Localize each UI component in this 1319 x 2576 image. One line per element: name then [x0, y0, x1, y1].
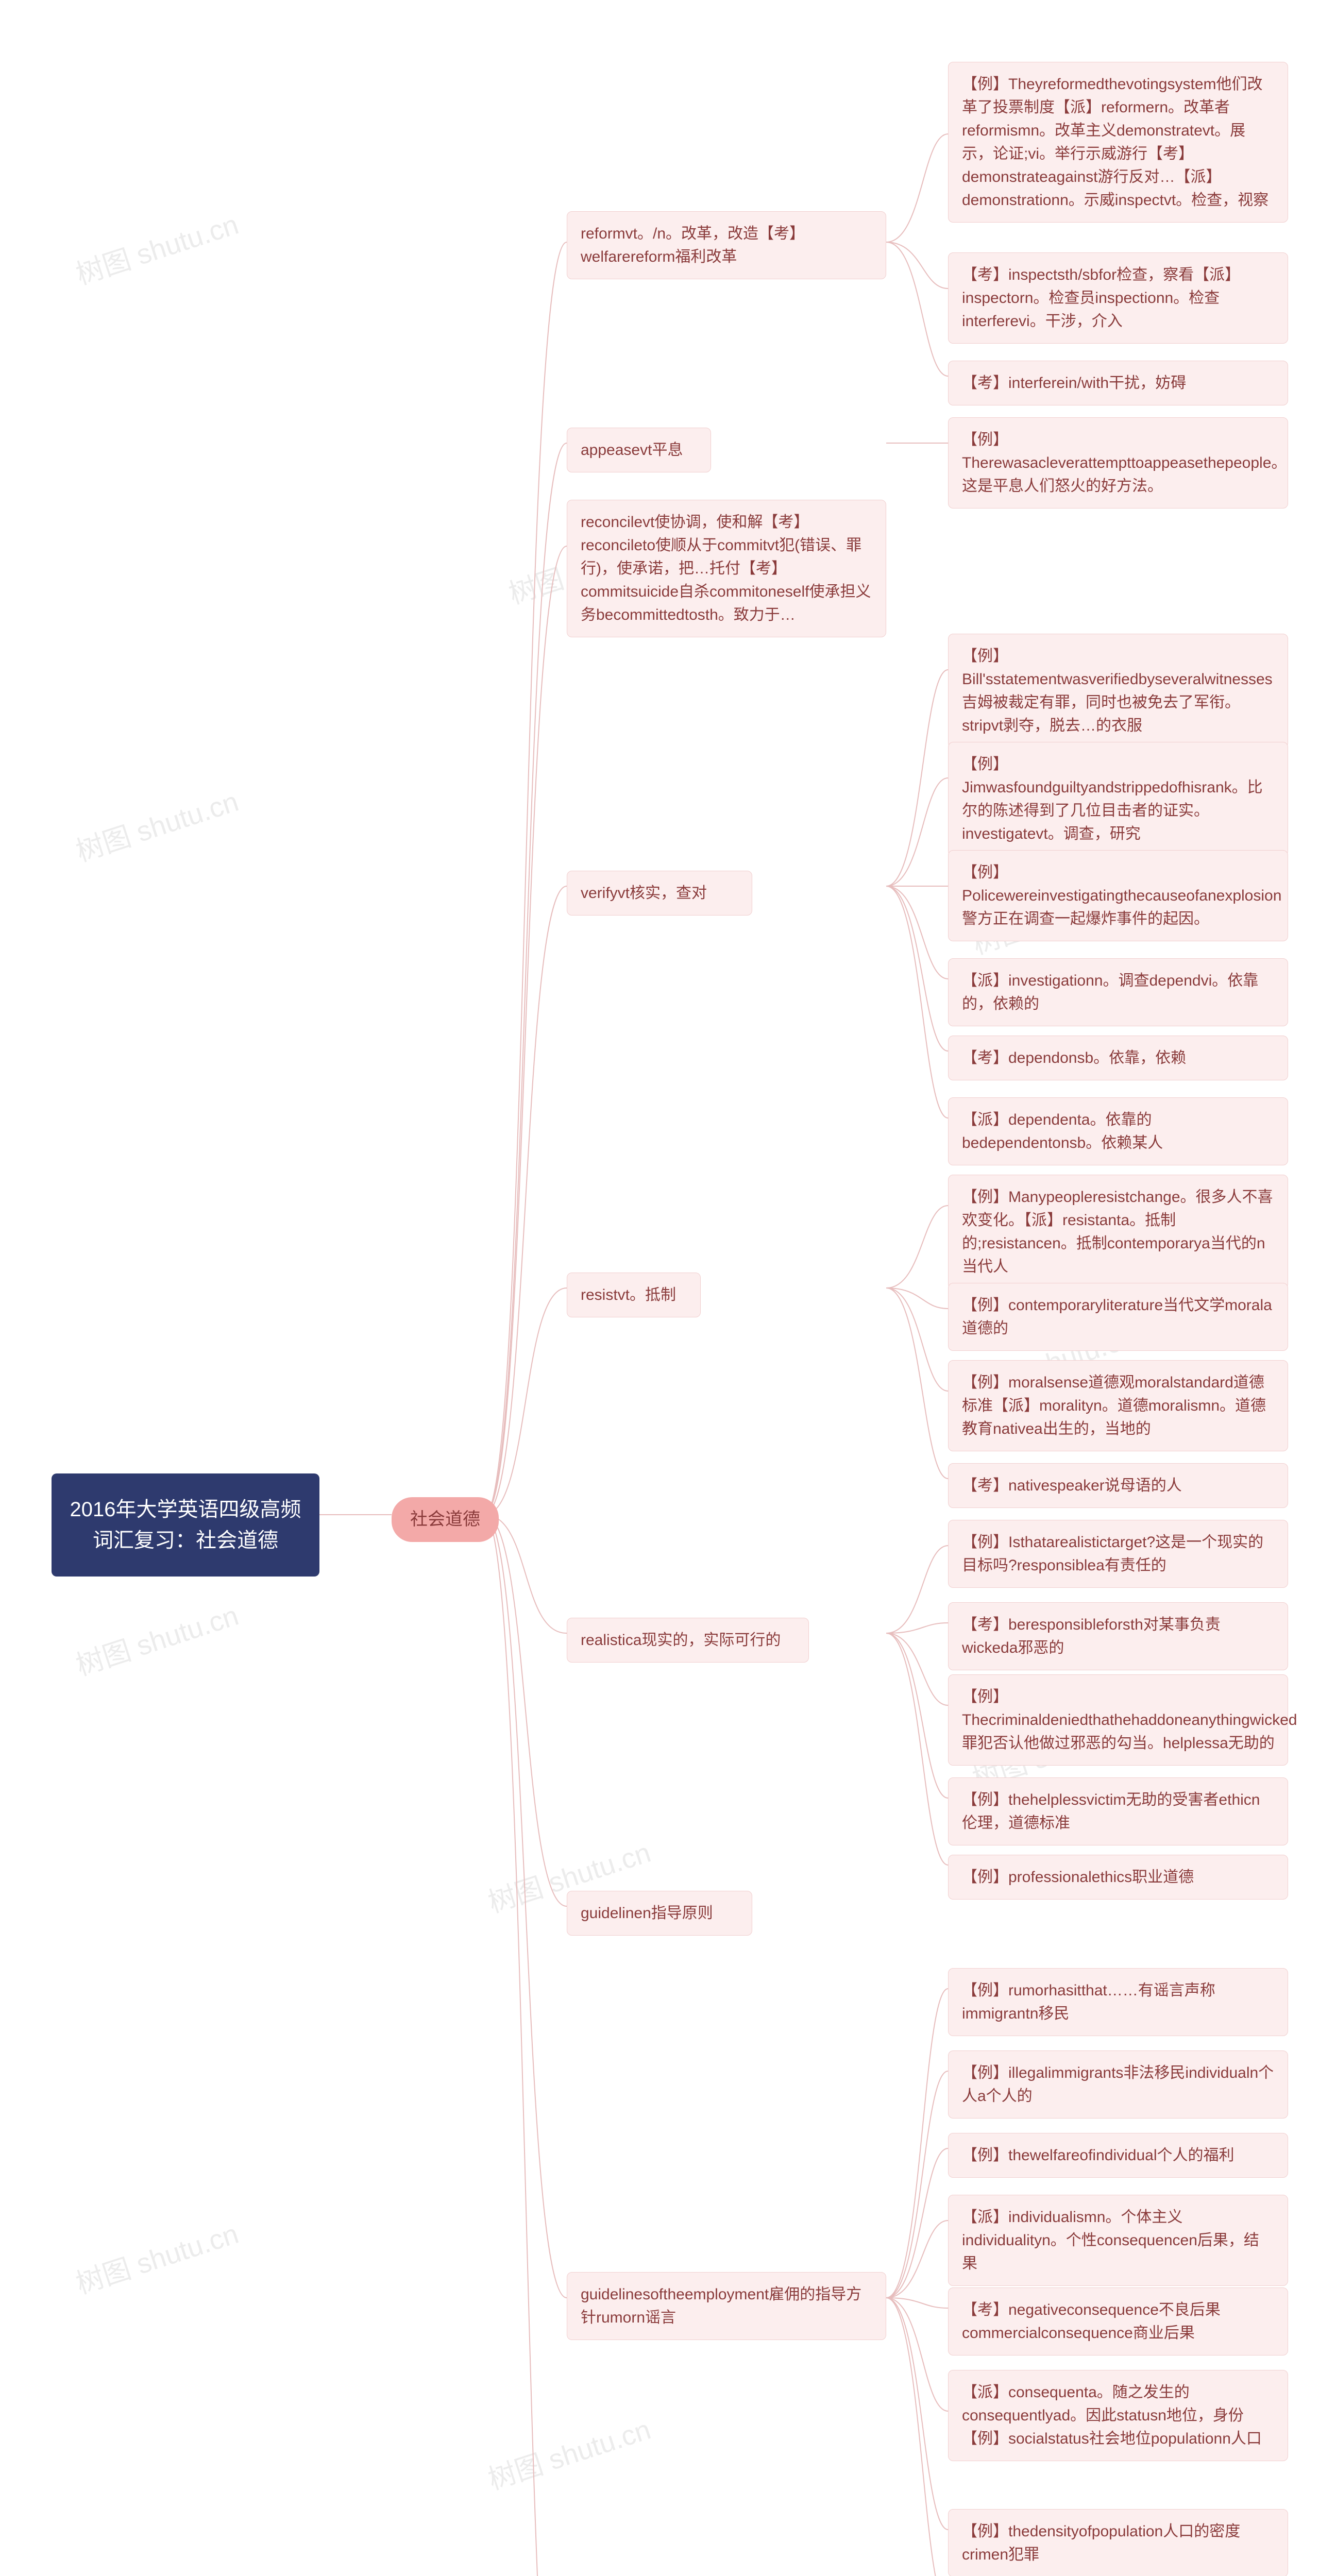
leaf-node[interactable]: 【考】beresponsibleforsth对某事负责wickeda邪恶的 — [948, 1602, 1288, 1670]
watermark: 树图 shutu.cn — [70, 1592, 243, 1683]
leaf-node[interactable]: 【例】thedensityofpopulation人口的密度crimen犯罪 — [948, 2509, 1288, 2576]
leaf-node[interactable]: 【例】Thecriminaldeniedthathehaddoneanythin… — [948, 1674, 1288, 1766]
mindmap-canvas: 树图 shutu.cn 树图 shutu.cn 树图 shutu.cn 树图 s… — [0, 0, 1319, 2576]
leaf-node[interactable]: 【例】Bill'sstatementwasverifiedbyseveralwi… — [948, 634, 1288, 748]
watermark: 树图 shutu.cn — [70, 201, 243, 292]
watermark: 树图 shutu.cn — [70, 778, 243, 869]
root-node[interactable]: 2016年大学英语四级高频词汇复习：社会道德 — [52, 1473, 319, 1577]
leaf-node[interactable]: 【考】dependonsb。依靠，依赖 — [948, 1036, 1288, 1080]
leaf-node[interactable]: 【派】consequenta。随之发生的consequentlyad。因此sta… — [948, 2370, 1288, 2461]
leaf-node[interactable]: 【例】Isthatarealistictarget?这是一个现实的目标吗?res… — [948, 1520, 1288, 1588]
leaf-node[interactable]: 【派】dependenta。依靠的bedependentonsb。依赖某人 — [948, 1097, 1288, 1165]
leaf-node[interactable]: 【派】individualismn。个体主义individualityn。个性c… — [948, 2195, 1288, 2286]
branch-appease[interactable]: appeasevt平息 — [567, 428, 711, 472]
leaf-node[interactable]: 【例】rumorhasitthat……有谣言声称immigrantn移民 — [948, 1968, 1288, 2036]
branch-guidelines-employment[interactable]: guidelinesoftheemployment雇佣的指导方针rumorn谣言 — [567, 2272, 886, 2340]
leaf-node[interactable]: 【例】Policewereinvestigatingthecauseofanex… — [948, 850, 1288, 941]
branch-reform[interactable]: reformvt。/n。改革，改造【考】welfarereform福利改革 — [567, 211, 886, 279]
branch-verify[interactable]: verifyvt核实，查对 — [567, 871, 752, 916]
leaf-node[interactable]: 【例】Jimwasfoundguiltyandstrippedofhisrank… — [948, 742, 1288, 856]
branch-reconcile[interactable]: reconcilevt使协调，使和解【考】reconcileto使顺从于comm… — [567, 500, 886, 637]
watermark: 树图 shutu.cn — [482, 2406, 655, 2497]
leaf-node[interactable]: 【例】Therewasacleverattempttoappeasethepeo… — [948, 417, 1288, 509]
leaf-node[interactable]: 【例】moralsense道德观moralstandard道德标准【派】mora… — [948, 1360, 1288, 1451]
leaf-node[interactable]: 【例】Manypeopleresistchange。很多人不喜欢变化。【派】re… — [948, 1175, 1288, 1289]
leaf-node[interactable]: 【考】interferein/with干扰，妨碍 — [948, 361, 1288, 405]
leaf-node[interactable]: 【例】thewelfareofindividual个人的福利 — [948, 2133, 1288, 2178]
leaf-node[interactable]: 【例】thehelplessvictim无助的受害者ethicn伦理，道德标准 — [948, 1777, 1288, 1845]
leaf-node[interactable]: 【派】investigationn。调查dependvi。依靠的，依赖的 — [948, 958, 1288, 1026]
leaf-node[interactable]: 【例】Theyreformedthevotingsystem他们改革了投票制度【… — [948, 62, 1288, 223]
branch-realistic[interactable]: realistica现实的，实际可行的 — [567, 1618, 809, 1663]
branch-guideline[interactable]: guidelinen指导原则 — [567, 1891, 752, 1936]
leaf-node[interactable]: 【例】illegalimmigrants非法移民individualn个人a个人… — [948, 2050, 1288, 2119]
level1-node[interactable]: 社会道德 — [392, 1497, 499, 1542]
leaf-node[interactable]: 【考】nativespeaker说母语的人 — [948, 1463, 1288, 1508]
branch-resist[interactable]: resistvt。抵制 — [567, 1273, 701, 1317]
leaf-node[interactable]: 【考】negativeconsequence不良后果commercialcons… — [948, 2287, 1288, 2355]
leaf-node[interactable]: 【例】contemporaryliterature当代文学morala道德的 — [948, 1283, 1288, 1351]
watermark: 树图 shutu.cn — [70, 2211, 243, 2301]
leaf-node[interactable]: 【考】inspectsth/sbfor检查，察看【派】inspectorn。检查… — [948, 252, 1288, 344]
leaf-node[interactable]: 【例】professionalethics职业道德 — [948, 1855, 1288, 1900]
